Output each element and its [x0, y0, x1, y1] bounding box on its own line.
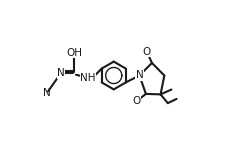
Text: N: N — [43, 88, 50, 98]
Text: N: N — [57, 68, 65, 78]
Text: O: O — [142, 47, 150, 57]
Text: O: O — [132, 96, 140, 106]
Text: NH: NH — [80, 73, 95, 83]
Text: OH: OH — [66, 48, 82, 58]
Text: N: N — [135, 71, 143, 80]
